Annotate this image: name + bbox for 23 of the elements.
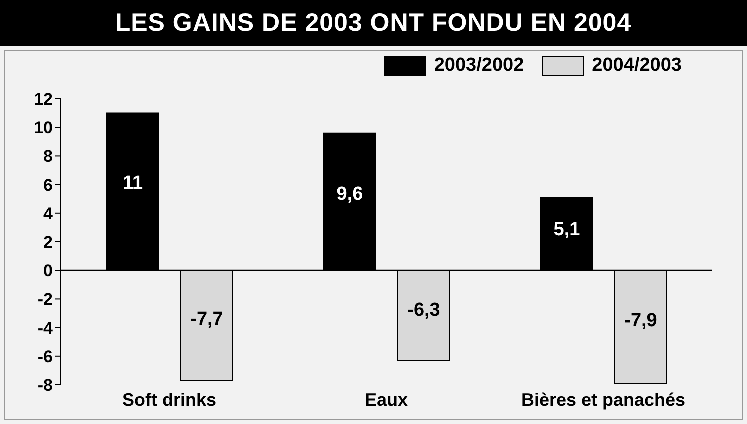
y-tick-label: 8 (44, 147, 53, 166)
y-tick-label: -4 (38, 318, 54, 338)
y-tick-label: 0 (44, 262, 53, 281)
x-tick-label: Soft drinks (122, 390, 217, 410)
data-label: -7,7 (190, 309, 224, 330)
y-tick-label: 4 (44, 204, 54, 224)
legend-label: 2003/2002 (434, 55, 524, 77)
data-label: 9,6 (336, 184, 364, 206)
y-tick-label: 6 (44, 176, 53, 195)
y-tick-label: 10 (34, 118, 53, 138)
x-tick-label: Eaux (364, 390, 408, 410)
y-tick-label: -2 (38, 290, 53, 310)
y-tick-label: -6 (38, 347, 53, 366)
x-tick-label: Bières et panachés (521, 390, 686, 410)
y-tick-label: 2 (44, 233, 53, 252)
y-tick-label: -8 (38, 376, 53, 396)
data-label: 5,1 (554, 220, 581, 241)
data-label: -7,9 (624, 310, 658, 332)
y-tick-label: 12 (34, 90, 53, 110)
data-label: -6,3 (408, 300, 440, 322)
legend-label: 2004/2003 (592, 55, 682, 77)
data-label: 11 (122, 173, 144, 194)
chart-title: LES GAINS DE 2003 ONT FONDU EN 2004 (0, 0, 747, 46)
